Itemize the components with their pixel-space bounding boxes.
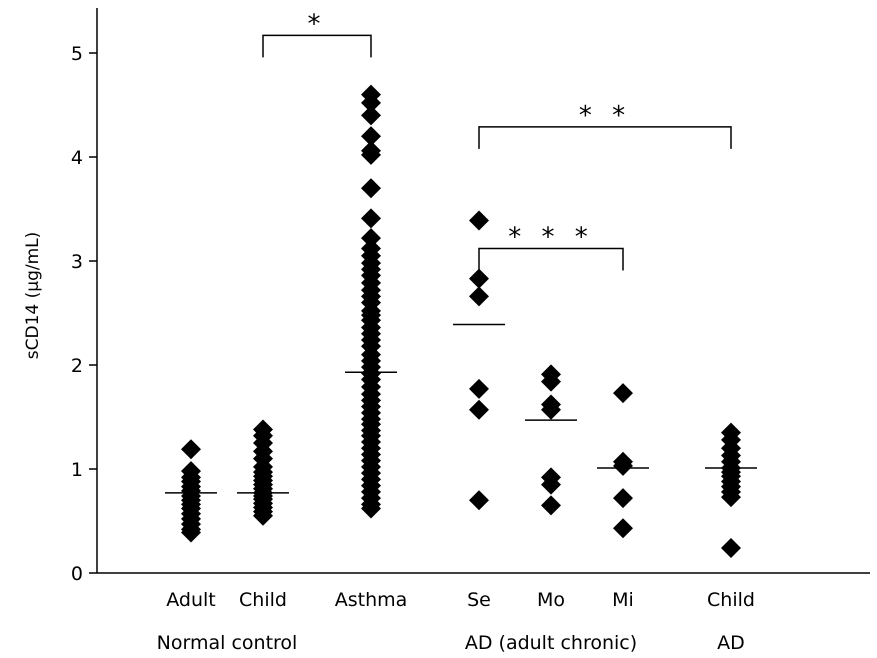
y-tick-label: 5 bbox=[71, 43, 83, 65]
x-tick-label: Asthma bbox=[335, 589, 408, 611]
data-point bbox=[613, 518, 633, 539]
data-point bbox=[469, 210, 489, 231]
group-label: AD (adult chronic) bbox=[465, 632, 637, 654]
significance-marker: * bbox=[308, 9, 327, 39]
x-tick-label: Se bbox=[467, 589, 491, 611]
data-point bbox=[541, 495, 561, 516]
y-tick-label: 2 bbox=[71, 355, 83, 377]
data-point bbox=[721, 538, 741, 559]
data-point bbox=[181, 439, 201, 460]
significance-marker: * * bbox=[579, 101, 631, 131]
data-point bbox=[721, 487, 741, 508]
data-point bbox=[613, 455, 633, 476]
data-point bbox=[469, 286, 489, 307]
data-point bbox=[613, 488, 633, 509]
axis-layer: 0 1 2 3 4 5 sCD14 (μg/mL) bbox=[23, 8, 870, 585]
y-axis-label: sCD14 (μg/mL) bbox=[23, 232, 43, 359]
data-point bbox=[469, 490, 489, 511]
data-point bbox=[469, 268, 489, 289]
data-point bbox=[361, 105, 381, 126]
data-point bbox=[361, 208, 381, 229]
data-point bbox=[361, 228, 381, 249]
x-tick-label: Adult bbox=[166, 589, 216, 611]
data-point bbox=[361, 144, 381, 165]
data-point bbox=[541, 474, 561, 495]
label-layer: Adult Child Asthma Se Mo Mi Child Normal contro… bbox=[157, 589, 755, 654]
y-tick-label: 3 bbox=[71, 251, 83, 273]
points-layer bbox=[181, 84, 741, 559]
significance-bracket bbox=[478, 247, 624, 271]
annotation-layer: * * * * * * bbox=[262, 9, 732, 271]
data-point bbox=[541, 371, 561, 392]
group-label: Normal control bbox=[157, 632, 298, 654]
x-tick-label: Mo bbox=[537, 589, 565, 611]
data-point bbox=[469, 378, 489, 399]
data-point bbox=[253, 505, 273, 526]
y-tick-label: 4 bbox=[71, 147, 83, 169]
y-tick-label: 1 bbox=[71, 459, 83, 481]
data-point bbox=[361, 92, 381, 113]
group-label: AD bbox=[717, 632, 745, 654]
data-point bbox=[181, 522, 201, 543]
significance-bracket bbox=[262, 34, 372, 58]
x-tick-label: Child bbox=[707, 589, 755, 611]
y-tick-label: 0 bbox=[71, 563, 83, 585]
data-point bbox=[541, 399, 561, 420]
data-point bbox=[613, 383, 633, 404]
data-point bbox=[361, 498, 381, 519]
significance-bracket bbox=[478, 126, 732, 149]
data-point bbox=[469, 399, 489, 420]
significance-marker: * * * bbox=[508, 223, 594, 253]
x-tick-label: Mi bbox=[612, 589, 634, 611]
x-tick-label: Child bbox=[239, 589, 287, 611]
data-point bbox=[361, 126, 381, 147]
data-point bbox=[361, 178, 381, 199]
